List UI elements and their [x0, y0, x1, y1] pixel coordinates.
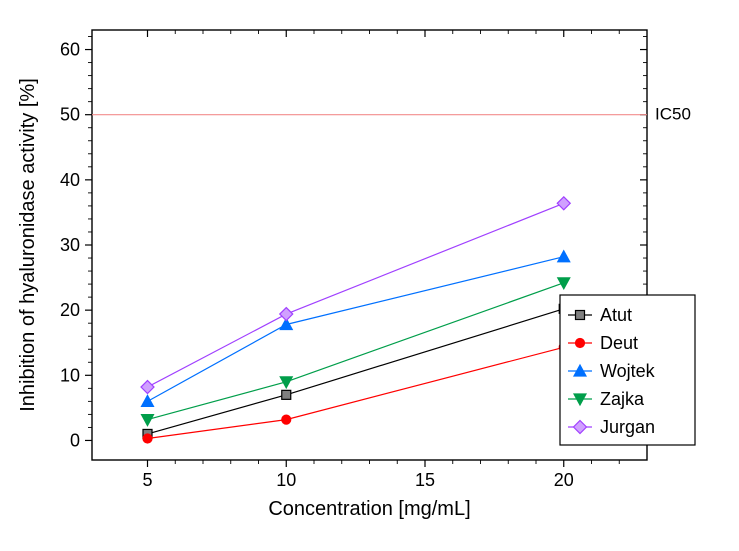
y-tick-label: 30	[60, 235, 80, 255]
y-tick-label: 40	[60, 170, 80, 190]
chart-container: 5 10 15 20 0 10 20 30 40 50 60 Concentration [mg/mL…	[0, 0, 739, 551]
y-tick-label: 0	[70, 430, 80, 450]
y-tick-label: 10	[60, 365, 80, 385]
y-axis-title: Inhibition of hyaluronidase activity [%]	[17, 78, 39, 412]
x-tick-label: 20	[554, 470, 574, 490]
legend: Atut Deut Wojtek Zajka Jurgan	[560, 295, 695, 445]
y-tick-label: 20	[60, 300, 80, 320]
y-tick-label: 50	[60, 105, 80, 125]
legend-label: Atut	[600, 305, 632, 325]
legend-label: Deut	[600, 333, 638, 353]
ic50-label: IC50	[655, 105, 691, 124]
x-tick-label: 5	[142, 470, 152, 490]
x-tick-label: 10	[276, 470, 296, 490]
legend-label: Jurgan	[600, 417, 655, 437]
legend-label: Zajka	[600, 389, 645, 409]
y-tick-label: 60	[60, 40, 80, 60]
inhibition-chart: 5 10 15 20 0 10 20 30 40 50 60 Concentration [mg/mL…	[0, 0, 739, 551]
x-tick-label: 15	[415, 470, 435, 490]
legend-label: Wojtek	[600, 361, 656, 381]
x-axis-title: Concentration [mg/mL]	[268, 498, 470, 520]
